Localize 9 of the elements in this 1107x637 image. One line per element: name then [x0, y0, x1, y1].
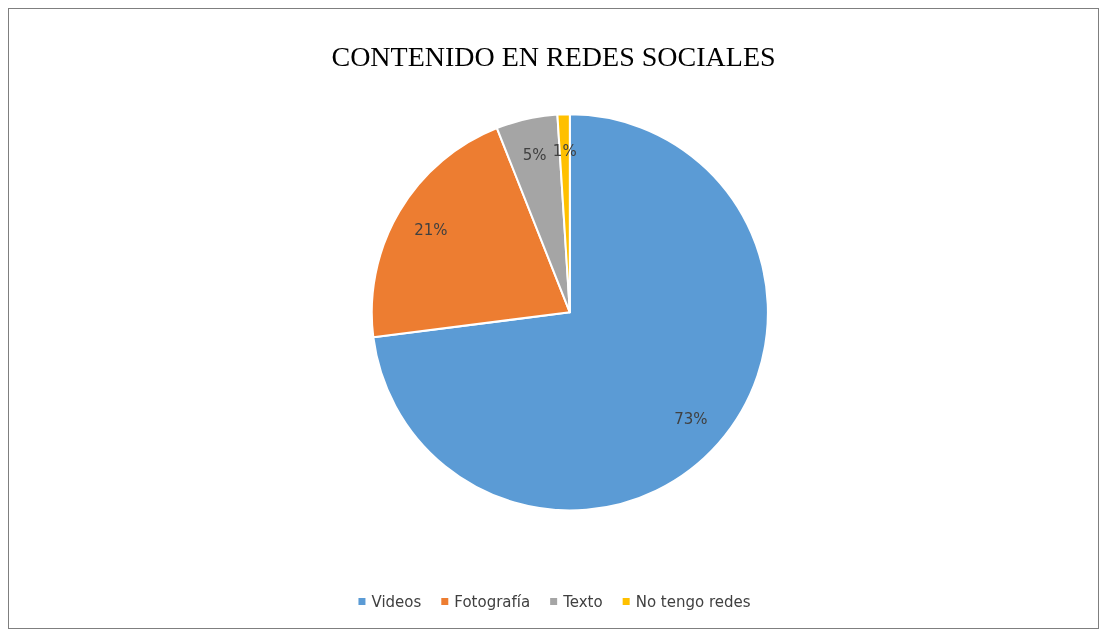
chart-title: CONTENIDO EN REDES SOCIALES [331, 40, 776, 72]
legend-label: Texto [562, 592, 603, 611]
data-label: 5% [522, 145, 547, 164]
data-label: 21% [414, 221, 448, 240]
data-label: 73% [674, 410, 708, 429]
legend-label: Videos [371, 592, 422, 611]
legend-label: Fotografía [454, 592, 531, 611]
legend-label: No tengo redes [635, 592, 751, 611]
data-label: 1% [552, 141, 577, 160]
